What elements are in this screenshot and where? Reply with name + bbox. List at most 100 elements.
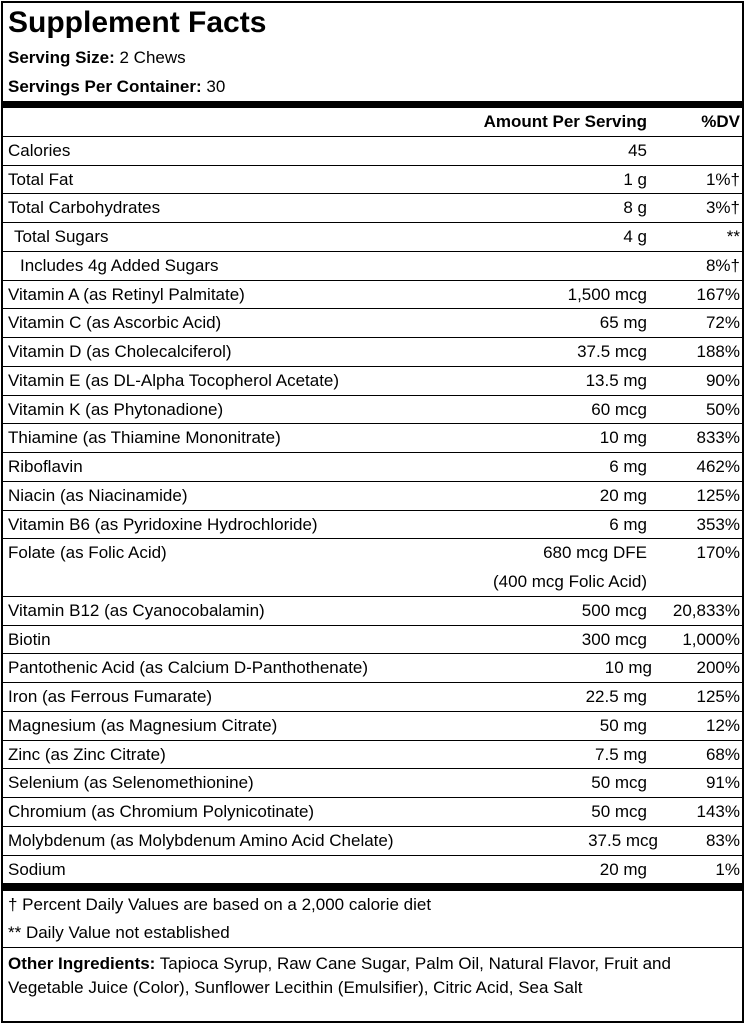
amount-text: 37.5 mcg (577, 342, 647, 361)
amount-text: 4 g (623, 227, 647, 246)
dv-text: 1%† (705, 169, 740, 189)
dv-text: 1,000% (682, 629, 740, 649)
nutrient-name: Chromium (as Chromium Polynicotinate) (8, 802, 315, 821)
nutrient-amount: 680 mcg DFE (400 mcg Folic Acid) (347, 539, 647, 596)
nutrient-row: Vitamin D (as Cholecalciferol) 37.5 mcg 18… (3, 338, 742, 367)
servings-label: Servings Per Container: (8, 77, 202, 96)
amount-text: 20 mg (599, 859, 647, 879)
nutrient-dv: 833% (647, 424, 742, 452)
nutrient-amount: 6 mg (347, 453, 647, 481)
nutrient-row: Calories 45 (3, 137, 742, 166)
nutrient-name: Vitamin D (as Cholecalciferol) (8, 342, 232, 361)
nutrient-amount: 10 mg (347, 424, 647, 452)
nutrient-name: Total Carbohydrates (8, 198, 161, 218)
amount-text: 1 g (623, 169, 647, 189)
serving-size-label: Serving Size: (8, 48, 115, 67)
dv-text: 353% (696, 514, 740, 534)
amount-text: 10 mg (599, 428, 647, 448)
nutrient-row: Total Fat 1 g 1%† (3, 166, 742, 195)
nutrient-amount: 20 mg (347, 856, 647, 884)
nutrient-amount: 50 mcg (347, 769, 647, 797)
nutrient-name: Thiamine (as Thiamine Mononitrate) (8, 428, 281, 448)
nutrient-name: Magnesium (as Magnesium Citrate) (8, 715, 278, 735)
amount-text: 37.5 mcg (588, 830, 659, 850)
header-row: Amount Per Serving %DV (3, 108, 742, 137)
dv-text: 68% (705, 744, 740, 764)
header-spacer (3, 108, 347, 136)
nutrient-row: Riboflavin 6 mg 462% (3, 453, 742, 482)
nutrient-amount: 20 mg (347, 482, 647, 510)
title: Supplement Facts (8, 6, 267, 39)
amount-text: 6 mg (609, 514, 647, 534)
nutrient-dv: 3%† (647, 194, 742, 222)
nutrient-dv: 8%† (647, 252, 742, 280)
nutrient-name: Vitamin A (as Retinyl Palmitate) (8, 284, 245, 304)
nutrient-dv: 462% (647, 453, 742, 481)
nutrient-row: Includes 4g Added Sugars 8%† (3, 252, 742, 281)
nutrient-row: Vitamin C (as Ascorbic Acid) 65 mg 72% (3, 309, 742, 338)
nutrient-amount: 60 mcg (347, 396, 647, 424)
dv-text: 462% (696, 457, 740, 476)
dv-text: 143% (696, 802, 740, 821)
nutrient-amount: 4 g (347, 223, 647, 251)
amount-text: 10 mg (604, 658, 652, 678)
footnote: ** Daily Value not established (8, 923, 230, 943)
dv-text: 8%† (705, 255, 740, 275)
nutrient-name: Vitamin B6 (as Pyridoxine Hydrochloride) (8, 514, 318, 534)
nutrient-name: Includes 4g Added Sugars (20, 255, 219, 275)
nutrient-amount: 37.5 mcg (394, 827, 658, 855)
amount-text: 20 mg (599, 485, 647, 505)
amount-text: 8 g (623, 198, 647, 218)
serving-size: Serving Size: 2 Chews (3, 43, 742, 72)
nutrient-row: Chromium (as Chromium Polynicotinate) 50 … (3, 798, 742, 827)
nutrient-row: Selenium (as Selenomethionine) 50 mcg 91% (3, 769, 742, 798)
nutrient-row: Vitamin E (as DL-Alpha Tocopherol Acetat… (3, 367, 742, 396)
nutrient-name: Total Fat (8, 169, 74, 189)
nutrient-row: Zinc (as Zinc Citrate) 7.5 mg 68% (3, 741, 742, 770)
nutrient-name: Vitamin C (as Ascorbic Acid) (8, 313, 222, 333)
nutrient-row: Total Carbohydrates 8 g 3%† (3, 194, 742, 223)
nutrient-dv: ** (647, 223, 742, 251)
nutrient-dv: 125% (647, 683, 742, 711)
nutrient-dv: 90% (647, 367, 742, 395)
nutrient-dv: 170% (647, 539, 742, 596)
nutrient-name: Niacin (as Niacinamide) (8, 485, 188, 505)
nutrient-name: Riboflavin (8, 457, 83, 476)
dv-text: 1% (715, 859, 740, 879)
nutrient-row: Iron (as Ferrous Fumarate) 22.5 mg 125% (3, 683, 742, 712)
nutrient-amount: 10 mg (368, 654, 652, 682)
nutrient-amount: 8 g (347, 194, 647, 222)
nutrient-amount: 7.5 mg (347, 741, 647, 769)
nutrient-amount: 65 mg (347, 309, 647, 337)
dv-text: 20,833% (672, 600, 740, 620)
nutrient-name: Zinc (as Zinc Citrate) (8, 744, 166, 764)
amount-text: 1,500 mcg (567, 284, 647, 304)
nutrient-row: Pantothenic Acid (as Calcium D-Panthothe… (3, 654, 742, 683)
footnote: † Percent Daily Values are based on a 2,… (8, 895, 432, 915)
nutrient-amount: 13.5 mg (347, 367, 647, 395)
nutrient-amount: 22.5 mg (347, 683, 647, 711)
dv-text: 83% (705, 830, 740, 850)
amount-text: 45 (628, 140, 647, 160)
dv-text: 12% (705, 715, 740, 735)
nutrient-dv: 200% (652, 654, 742, 682)
nutrient-dv: 20,833% (647, 597, 742, 625)
ingredients-label: Other Ingredients: (8, 954, 156, 974)
nutrient-row: Magnesium (as Magnesium Citrate) 50 mg 12% (3, 712, 742, 741)
nutrient-row: Niacin (as Niacinamide) 20 mg 125% (3, 482, 742, 511)
header-dv-text: %DV (701, 112, 740, 131)
dv-text: 167% (696, 284, 740, 304)
nutrient-amount: 50 mg (347, 712, 647, 740)
nutrient-dv: 353% (647, 511, 742, 539)
dv-text: 125% (696, 485, 740, 505)
nutrient-dv: 188% (647, 338, 742, 366)
ingredients-text: Tapioca Syrup, Raw Cane Sugar, Palm Oil,… (8, 954, 671, 998)
amount-text: 60 mcg (591, 399, 647, 419)
nutrient-dv: 1,000% (647, 626, 742, 654)
amount-text: 680 mcg DFE (543, 543, 647, 563)
nutrient-amount: 1,500 mcg (347, 281, 647, 309)
amount-text: 50 mcg (591, 802, 647, 821)
nutrient-name: Sodium (8, 859, 66, 879)
nutrient-dv: 167% (647, 281, 742, 309)
